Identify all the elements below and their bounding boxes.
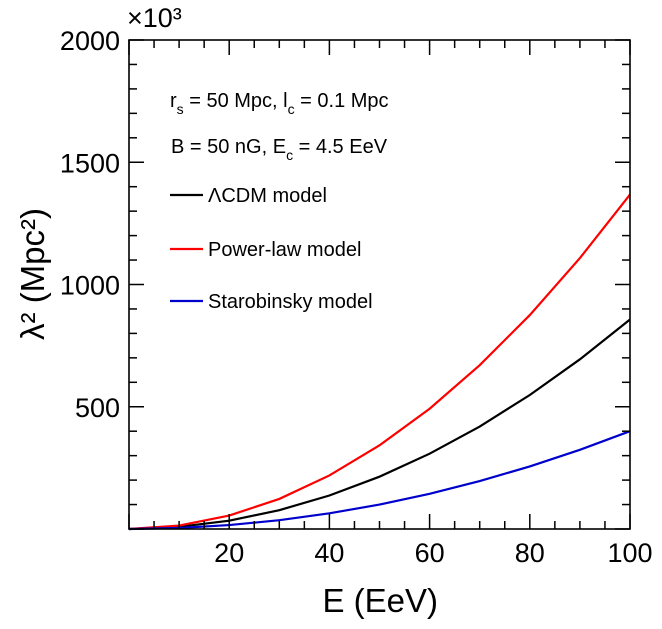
annotation-rs_lc: rs = 50 Mpc, lc = 0.1 Mpc	[170, 90, 389, 117]
x-axis-title: E (EeV)	[322, 582, 438, 619]
y-tick-label: 500	[75, 393, 120, 423]
y-axis-title: λ² (Mpc²)	[14, 208, 51, 340]
series-line-0	[128, 318, 631, 531]
tick-labels-group: 20 40 60 80 100 500 1000 1500 2000	[60, 26, 653, 568]
series-group	[128, 193, 631, 531]
annotation-b_ec: B = 50 nG, Ec = 4.5 EeV	[171, 136, 388, 163]
legend-label-1: Power-law model	[208, 239, 361, 261]
legend: ΛCDM model Power-law model Starobinsky mod…	[170, 185, 373, 313]
y-tick-label: 1500	[60, 148, 120, 178]
y-tick-label: 2000	[60, 26, 120, 56]
annotation-group: rs = 50 Mpc, lc = 0.1 Mpc B = 50 nG, Ec =…	[170, 90, 389, 163]
ticks-group	[128, 39, 631, 530]
x-tick-label: 60	[415, 538, 445, 568]
x-tick-label: 40	[314, 538, 344, 568]
series-line-1	[128, 193, 631, 531]
legend-label-2: Starobinsky model	[208, 291, 373, 313]
y-tick-label: 1000	[60, 271, 120, 301]
x-tick-label: 80	[515, 538, 545, 568]
y-multiplier-label: ×10³	[127, 3, 182, 33]
x-tick-label: 20	[214, 538, 244, 568]
x-tick-label: 100	[607, 538, 652, 568]
legend-label-0: ΛCDM model	[208, 185, 327, 207]
series-line-2	[128, 430, 631, 531]
